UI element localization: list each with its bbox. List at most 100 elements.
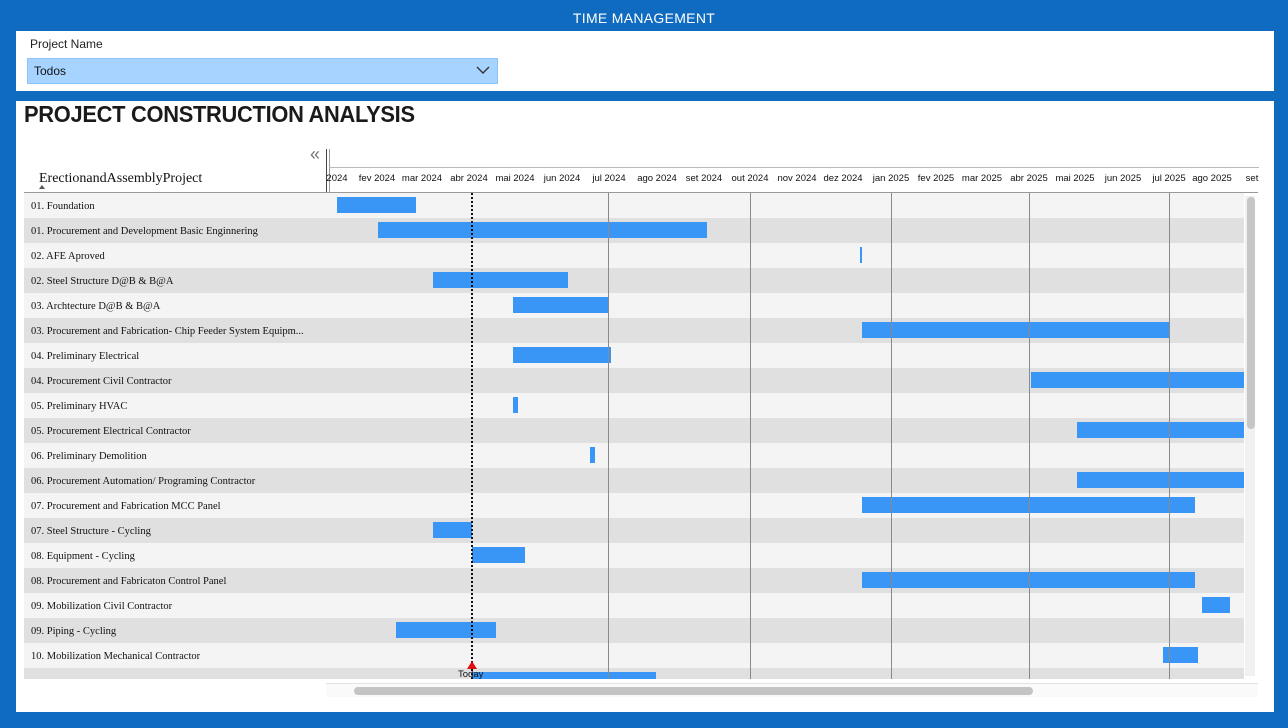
task-bar[interactable]: [396, 622, 496, 638]
gantt-row[interactable]: 02. AFE Aproved: [24, 243, 1244, 268]
gantt-row[interactable]: 04. Preliminary Electrical: [24, 343, 1244, 368]
task-bar[interactable]: [862, 322, 1169, 338]
task-bar[interactable]: [1163, 647, 1198, 663]
timeline-month-label: jun 2025: [1104, 173, 1142, 184]
timeline-month-label: 2024: [326, 173, 348, 184]
project-name-selected-value: Todos: [34, 64, 67, 78]
gantt-row[interactable]: 06. Preliminary Demolition: [24, 443, 1244, 468]
task-bar[interactable]: [862, 572, 1195, 588]
gantt-row[interactable]: 07. Procurement and Fabrication MCC Pane…: [24, 493, 1244, 518]
task-bar[interactable]: [337, 197, 416, 213]
timeline-month-label: ago 2024: [637, 173, 677, 184]
timeline-month-label: jul 2025: [1152, 173, 1186, 184]
gantt-row[interactable]: 05. Procurement Electrical Contractor: [24, 418, 1244, 443]
row-label: 08. Procurement and Fabricaton Control P…: [31, 576, 227, 587]
project-name-label: Project Name: [30, 37, 103, 51]
gantt-visual: PROJECT CONSTRUCTION ANALYSIS « Erection…: [16, 101, 1274, 712]
today-label: Today: [458, 669, 484, 680]
row-label: 05. Procurement Electrical Contractor: [31, 426, 191, 437]
row-label: 02. AFE Aproved: [31, 251, 105, 262]
timeline-month-label: set 2024: [685, 173, 723, 184]
gantt-row[interactable]: 05. Preliminary HVAC: [24, 393, 1244, 418]
chart-title: PROJECT CONSTRUCTION ANALYSIS: [24, 101, 415, 127]
task-bar[interactable]: [433, 522, 472, 538]
year-gridline: [1029, 193, 1030, 679]
project-name-dropdown[interactable]: Todos: [27, 58, 498, 84]
row-label: 10. Mobilization Mechanical Contractor: [31, 651, 201, 662]
task-bar[interactable]: [1077, 472, 1244, 488]
year-gridline: [1169, 193, 1170, 679]
chevron-down-icon: [476, 66, 490, 74]
row-label: 02. Steel Structure D@B & B@A: [31, 276, 174, 287]
sort-ascending-icon: [39, 185, 45, 189]
row-label: 06. Procurement Automation/ Programing C…: [31, 476, 256, 487]
gantt-row[interactable]: 02. Steel Structure D@B & B@A: [24, 268, 1244, 293]
vertical-scrollbar-track[interactable]: [1245, 196, 1255, 676]
task-bar[interactable]: [472, 547, 525, 563]
task-bar[interactable]: [862, 497, 1195, 513]
gantt-row[interactable]: 03. Archtecture D@B & B@A: [24, 293, 1244, 318]
timeline-month-label: out 2024: [731, 173, 769, 184]
gantt-row[interactable]: [24, 668, 1244, 679]
row-label: 07. Steel Structure - Cycling: [31, 526, 151, 537]
gantt-row[interactable]: 10. Mobilization Mechanical Contractor: [24, 643, 1244, 668]
task-bar[interactable]: [1202, 597, 1230, 613]
task-bar[interactable]: [378, 222, 707, 238]
timeline-month-label: mar 2025: [961, 173, 1003, 184]
row-label: 05. Preliminary HVAC: [31, 401, 128, 412]
timeline-month-label: fev 2024: [358, 173, 396, 184]
task-bar[interactable]: [433, 272, 568, 288]
horizontal-scrollbar[interactable]: [354, 687, 1033, 695]
today-marker-icon: [467, 661, 477, 669]
task-bar[interactable]: [590, 447, 595, 463]
gantt-row[interactable]: 03. Procurement and Fabrication- Chip Fe…: [24, 318, 1244, 343]
task-bar[interactable]: [513, 347, 611, 363]
task-bar[interactable]: [860, 247, 862, 263]
year-gridline: [608, 193, 609, 679]
timeline-month-label: dez 2024: [823, 173, 863, 184]
task-bar[interactable]: [1031, 372, 1244, 388]
row-label: 09. Piping - Cycling: [31, 626, 117, 637]
gantt-row[interactable]: 06. Procurement Automation/ Programing C…: [24, 468, 1244, 493]
gantt-rows: 01. Foundation 01. Procurement and Develo…: [24, 193, 1244, 679]
gantt-row[interactable]: 04. Procurement Civil Contractor: [24, 368, 1244, 393]
timeline-month-label: nov 2024: [777, 173, 817, 184]
header-divider: [24, 192, 1258, 193]
gantt-row[interactable]: 07. Steel Structure - Cycling: [24, 518, 1244, 543]
task-bar[interactable]: [1077, 422, 1244, 438]
page-title: TIME MANAGEMENT: [572, 10, 716, 26]
task-bar[interactable]: [472, 672, 656, 679]
task-bar[interactable]: [513, 397, 518, 413]
timeline-axis-baseline: [329, 167, 1259, 168]
timeline-month-label: jul 2024: [592, 173, 626, 184]
vertical-scrollbar[interactable]: [1247, 197, 1255, 429]
project-filter-panel: Project Name Todos: [16, 31, 1274, 91]
row-label: 01. Procurement and Development Basic En…: [31, 226, 258, 237]
gantt-row[interactable]: 08. Procurement and Fabricaton Control P…: [24, 568, 1244, 593]
gantt-row[interactable]: 09. Mobilization Civil Contractor: [24, 593, 1244, 618]
gantt-row[interactable]: 08. Equipment - Cycling: [24, 543, 1244, 568]
row-label: 09. Mobilization Civil Contractor: [31, 601, 173, 612]
year-gridline: [891, 193, 892, 679]
timeline-month-label: jan 2025: [872, 173, 910, 184]
row-label: 04. Preliminary Electrical: [31, 351, 140, 362]
timeline-month-label: ago 2025: [1192, 173, 1232, 184]
row-label: 03. Procurement and Fabrication- Chip Fe…: [31, 326, 304, 337]
today-line: [471, 193, 473, 679]
timeline-month-label: fev 2025: [917, 173, 955, 184]
timeline-month-label: jun 2024: [543, 173, 581, 184]
timeline-month-label: mar 2024: [401, 173, 443, 184]
task-bar[interactable]: [513, 297, 609, 313]
row-label: 07. Procurement and Fabrication MCC Pane…: [31, 501, 221, 512]
timeline-month-label: set: [1245, 173, 1259, 184]
timeline-month-label: abr 2025: [1010, 173, 1048, 184]
gantt-row[interactable]: 09. Piping - Cycling: [24, 618, 1244, 643]
gantt-row[interactable]: 01. Procurement and Development Basic En…: [24, 218, 1244, 243]
gantt-row[interactable]: 01. Foundation: [24, 193, 1244, 218]
timeline-month-label: abr 2024: [450, 173, 488, 184]
row-label: 03. Archtecture D@B & B@A: [31, 301, 161, 312]
row-label: 08. Equipment - Cycling: [31, 551, 135, 562]
collapse-icon[interactable]: «: [310, 144, 321, 164]
timeline-month-label: mai 2024: [495, 173, 535, 184]
column-header[interactable]: ErectionandAssemblyProject: [39, 171, 203, 186]
